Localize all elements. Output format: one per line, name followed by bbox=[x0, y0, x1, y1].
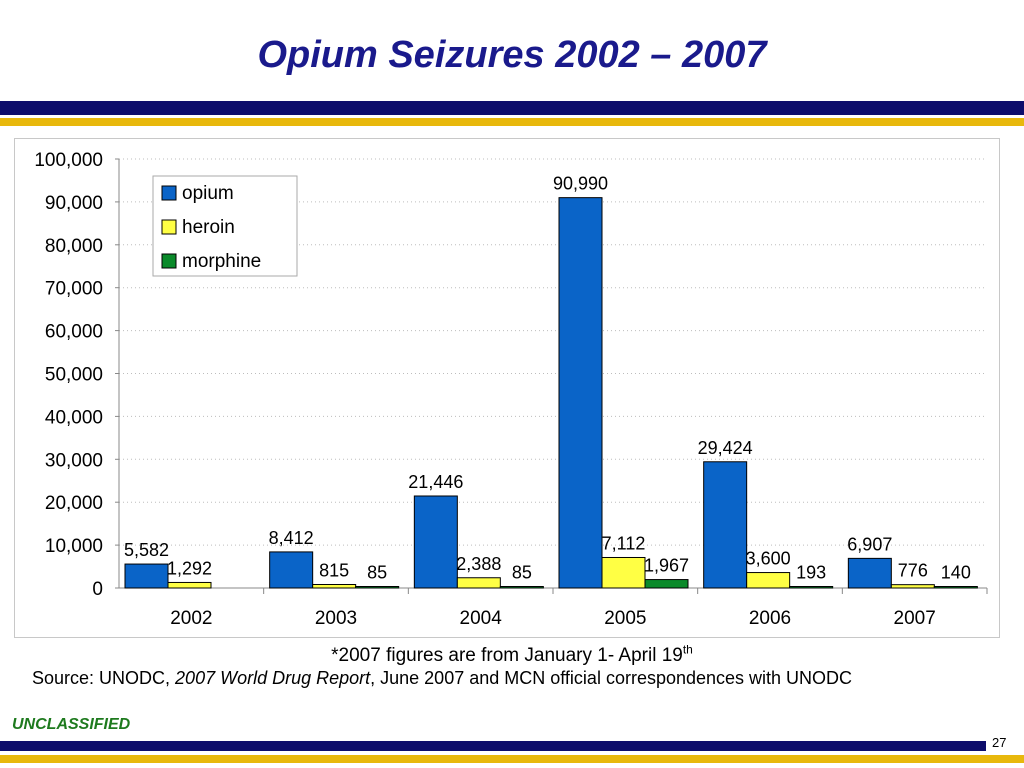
opium-bar bbox=[269, 551, 314, 589]
chart-frame: 0 10,000 20,000 30,000 40,000 50,000 60,000 70,… bbox=[14, 138, 1000, 638]
heroin-data-label: 2,388 bbox=[456, 554, 501, 574]
opium-data-label: 8,412 bbox=[269, 528, 314, 548]
morphine-data-label: 140 bbox=[941, 563, 971, 583]
opium-data-label: 29,424 bbox=[698, 438, 753, 458]
x-tick-label: 2006 bbox=[749, 608, 791, 629]
y-tick-label: 30,000 bbox=[45, 450, 103, 471]
y-tick-label: 90,000 bbox=[45, 193, 103, 214]
x-tick-label: 2007 bbox=[894, 608, 936, 629]
source-citation: Source: UNODC, 2007 World Drug Report, J… bbox=[32, 668, 852, 689]
opium-data-label: 6,907 bbox=[847, 534, 892, 554]
legend-label-morphine: morphine bbox=[182, 251, 261, 272]
legend-swatch-heroin bbox=[161, 219, 177, 235]
y-tick-label: 40,000 bbox=[45, 407, 103, 428]
legend-box bbox=[152, 175, 298, 277]
opium-bar bbox=[124, 563, 169, 589]
heroin-data-label: 1,292 bbox=[167, 558, 212, 578]
opium-bar bbox=[558, 197, 603, 589]
morphine-bar bbox=[644, 579, 689, 589]
opium-data-label: 21,446 bbox=[408, 472, 463, 492]
page-number: 27 bbox=[992, 735, 1007, 750]
heroin-bar bbox=[456, 577, 501, 589]
morphine-data-label: 85 bbox=[367, 563, 387, 583]
y-tick-label: 0 bbox=[92, 579, 103, 600]
footnote-text: *2007 figures are from January 1- April … bbox=[331, 645, 683, 666]
chart-footnote: *2007 figures are from January 1- April … bbox=[0, 642, 1024, 667]
x-tick-label: 2002 bbox=[170, 608, 212, 629]
morphine-bar bbox=[499, 586, 544, 589]
y-tick-label: 100,000 bbox=[34, 150, 103, 171]
morphine-bar bbox=[355, 586, 400, 589]
opium-bar bbox=[413, 495, 458, 589]
footer-gold-band bbox=[0, 755, 1024, 763]
opium-data-label: 5,582 bbox=[124, 540, 169, 560]
footnote-superscript: th bbox=[682, 642, 693, 657]
morphine-data-label: 85 bbox=[512, 563, 532, 583]
x-tick-label: 2004 bbox=[460, 608, 503, 629]
y-tick-label: 60,000 bbox=[45, 322, 103, 343]
morphine-data-label: 193 bbox=[796, 563, 826, 583]
classification-marking: UNCLASSIFIED bbox=[12, 716, 131, 733]
header-gold-band bbox=[0, 118, 1024, 126]
heroin-bar bbox=[167, 581, 212, 589]
heroin-data-label: 815 bbox=[319, 561, 349, 581]
slide-title: Opium Seizures 2002 – 2007 bbox=[257, 34, 767, 76]
heroin-bar bbox=[746, 572, 791, 589]
opium-data-label: 90,990 bbox=[553, 174, 608, 194]
heroin-data-label: 3,600 bbox=[746, 549, 791, 569]
heroin-bar bbox=[890, 584, 935, 589]
source-report-title: 2007 World Drug Report bbox=[175, 668, 371, 688]
y-tick-label: 50,000 bbox=[45, 365, 103, 386]
legend-label-opium: opium bbox=[182, 183, 234, 204]
x-tick-label: 2003 bbox=[315, 608, 357, 629]
morphine-bar bbox=[933, 586, 978, 589]
y-tick-label: 70,000 bbox=[45, 279, 103, 300]
heroin-data-label: 7,112 bbox=[602, 533, 646, 553]
bar-chart: 0 10,000 20,000 30,000 40,000 50,000 60,000 70,… bbox=[34, 150, 988, 629]
opium-bar bbox=[703, 461, 748, 589]
header-navy-band bbox=[0, 101, 1024, 115]
heroin-data-label: 776 bbox=[898, 561, 928, 581]
heroin-bar bbox=[601, 556, 646, 589]
x-tick-label: 2005 bbox=[604, 608, 646, 629]
heroin-bar bbox=[312, 584, 357, 589]
y-tick-label: 10,000 bbox=[45, 536, 103, 557]
source-prefix: Source: UNODC, bbox=[32, 668, 176, 688]
y-tick-label: 20,000 bbox=[45, 493, 103, 514]
source-suffix: , June 2007 and MCN official corresponde… bbox=[370, 668, 853, 688]
legend-label-heroin: heroin bbox=[182, 217, 235, 238]
morphine-data-label: 1,967 bbox=[644, 556, 689, 576]
footer-navy-band bbox=[0, 741, 986, 751]
opium-bar bbox=[847, 557, 892, 589]
legend-swatch-morphine bbox=[161, 253, 177, 269]
legend-swatch-opium bbox=[161, 185, 177, 201]
morphine-bar bbox=[789, 586, 834, 589]
y-tick-label: 80,000 bbox=[45, 236, 103, 257]
